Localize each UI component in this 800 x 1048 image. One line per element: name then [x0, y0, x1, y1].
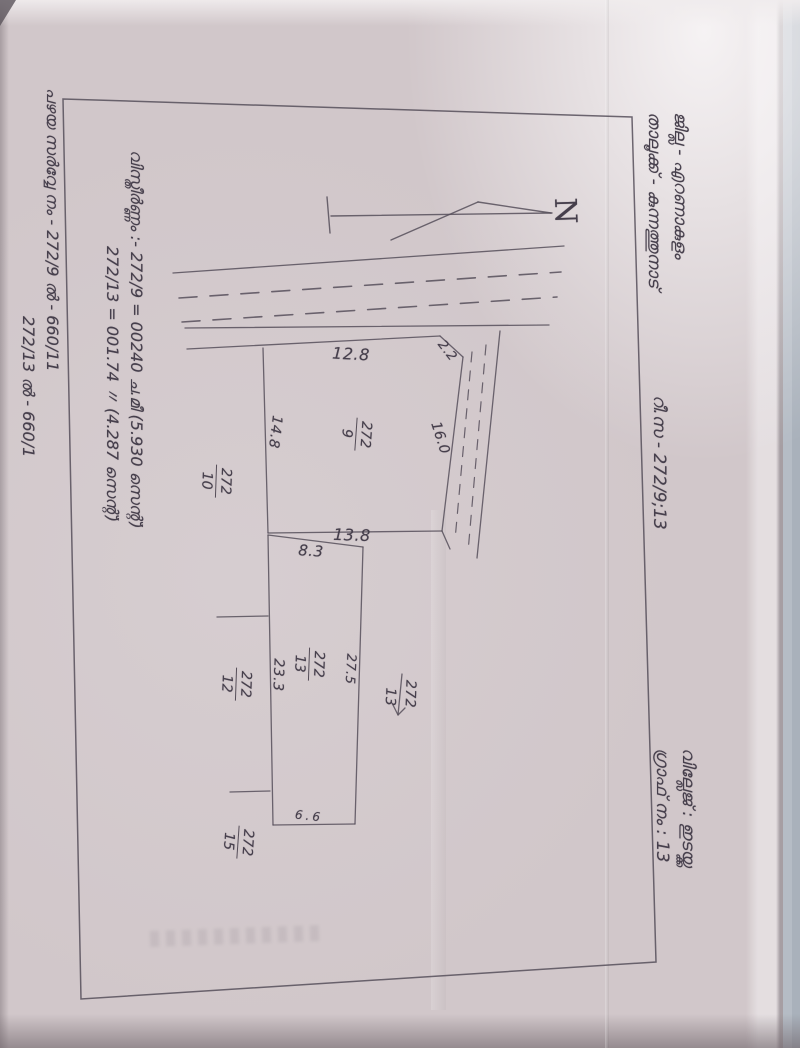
plot-number-numerator: 272: [307, 647, 327, 681]
resurvey-line: റീ.സ - 272/9;13: [649, 395, 669, 530]
area-line-1: വിസ്തീർണ്ണം :- 272/9 = 00240 ച.മീ (5.930…: [127, 150, 146, 529]
area-line-2: 272/13 = 001.74 〃 (4.287 സെന്റ്): [103, 246, 122, 523]
plot-label-272-13-leader-denominator: 13: [381, 687, 399, 707]
district-line: ജില്ല - എറണാകുളം: [670, 112, 690, 259]
north-arrow-head-lower: [390, 201, 479, 241]
strip-left-boundary: [267, 534, 274, 826]
plot-label-272-13-strip: 272 13: [291, 647, 327, 681]
plot9-corner-diagonal: [439, 335, 464, 358]
measurement-label: 23.3: [269, 658, 287, 692]
road-center-dash-2: [181, 296, 558, 323]
road-lower-edge: [184, 324, 550, 329]
plot-number-numerator: 272: [236, 825, 256, 860]
measurement-label: 6.6: [294, 807, 324, 825]
plot9-top-boundary: [186, 335, 441, 350]
road-upper-edge: [172, 245, 565, 274]
old-survey-line-2: 272/13 ൽ - 660/1: [19, 316, 38, 458]
measurement-label: 12.8: [331, 343, 371, 365]
plot-number-numerator: 272: [354, 417, 374, 452]
plot9-bottom-boundary: [267, 530, 443, 534]
strip-bottom-boundary: [272, 823, 356, 826]
district-taluk-note: ജില്ല - എറണാകുളം താലൂക്ക് - കുന്നത്തുനാട…: [641, 112, 692, 288]
plot-label-272-15: 272 15: [219, 825, 256, 860]
plot-label-272-12: 272 12: [218, 667, 254, 701]
lane-right-edge: [476, 330, 501, 559]
lane-left-edge: [441, 356, 464, 532]
measurement-label: 13.8: [332, 524, 372, 546]
label-leader-bar: [397, 673, 403, 716]
plot-label-272-9: 272 9: [338, 417, 374, 452]
plot-number-denominator: 15: [219, 831, 238, 851]
taluk-line: താലൂക്ക് - കുന്നത്തുനാട്: [644, 112, 665, 289]
old-survey-line-1: പഴയ സർവ്വേ നം - 272/9 ൽ - 660/11: [43, 88, 62, 372]
plot-number-denominator: 10: [198, 471, 215, 490]
plot-label-272-13-leader-numerator: 272: [401, 679, 419, 709]
lane-bottom-hook: [441, 530, 451, 550]
plot-number-denominator: 12: [218, 674, 235, 693]
resurvey-number-note: റീ.സ - 272/9;13: [646, 395, 672, 530]
old-survey-note: പഴയ സർവ്വേ നം - 272/9 ൽ - 660/11 272/13 …: [16, 88, 64, 457]
north-arrow-shaft: [330, 212, 553, 217]
lane-dash-1: [454, 351, 473, 541]
village-graph-note: വില്ലേജ് : ഇടയ്ക്ക ഗ്രാഫ് നം : 13: [649, 748, 700, 867]
strip-right-boundary: [354, 546, 364, 825]
boundary-tick-1: [216, 615, 269, 618]
strip-top-boundary: [267, 534, 364, 548]
plot-number-numerator: 272: [234, 667, 254, 701]
plot-number-numerator: 272: [214, 464, 234, 498]
plot-number-denominator: 9: [338, 428, 355, 439]
outer-border: [62, 98, 657, 1000]
plot-number-denominator: 13: [291, 654, 308, 673]
road-center-dash-1: [178, 271, 562, 299]
village-line: വില്ലേജ് : ഇടയ്ക്ക: [678, 748, 698, 867]
lane-dash-2: [467, 344, 487, 553]
graph-number-line: ഗ്രാഫ് നം : 13: [652, 748, 673, 863]
measurement-label: 8.3: [297, 541, 325, 561]
label-leader-arrowhead: [392, 704, 406, 716]
north-label: N: [547, 197, 583, 225]
area-note: വിസ്തീർണ്ണം :- 272/9 = 00240 ച.മീ (5.930…: [100, 150, 148, 529]
boundary-tick-2: [229, 790, 271, 793]
north-arrow-head-upper: [477, 201, 552, 214]
plot-label-272-10: 272 10: [198, 464, 234, 498]
measurement-label: 27.5: [341, 653, 359, 685]
plot9-left-boundary: [262, 347, 269, 534]
corner-fold-mark: [0, 0, 16, 26]
north-arrow-tail: [326, 196, 331, 234]
